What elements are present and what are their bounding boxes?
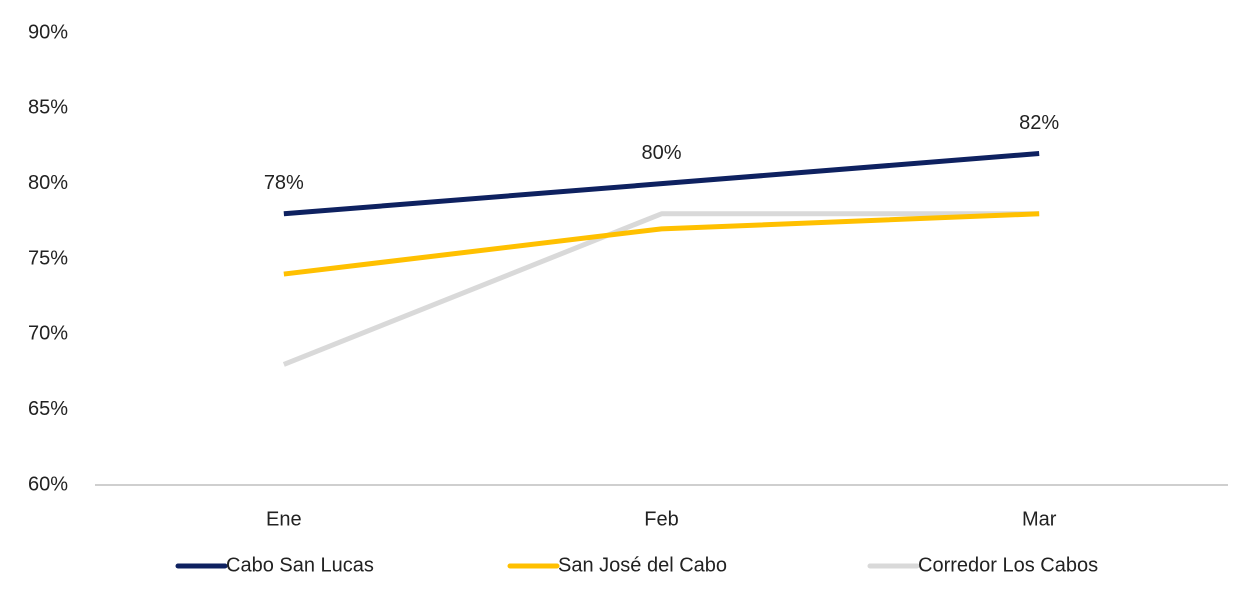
x-tick-label: Mar xyxy=(1022,508,1057,530)
y-tick-label: 70% xyxy=(28,323,68,345)
y-tick-label: 60% xyxy=(28,473,68,495)
y-tick-label: 90% xyxy=(28,21,68,43)
y-tick-label: 85% xyxy=(28,97,68,119)
y-tick-label: 80% xyxy=(28,172,68,194)
legend-label: Cabo San Lucas xyxy=(226,554,374,576)
x-tick-label: Feb xyxy=(644,508,678,530)
legend-label: San José del Cabo xyxy=(558,554,727,576)
data-label: 82% xyxy=(1019,112,1059,134)
data-label: 80% xyxy=(641,142,681,164)
y-tick-label: 65% xyxy=(28,398,68,420)
y-tick-label: 75% xyxy=(28,247,68,269)
series-line xyxy=(282,211,1040,367)
x-tick-label: Ene xyxy=(266,508,302,530)
legend-label: Corredor Los Cabos xyxy=(918,554,1098,576)
data-label: 78% xyxy=(264,172,304,194)
series-line xyxy=(283,211,1040,277)
series-line xyxy=(283,151,1040,217)
